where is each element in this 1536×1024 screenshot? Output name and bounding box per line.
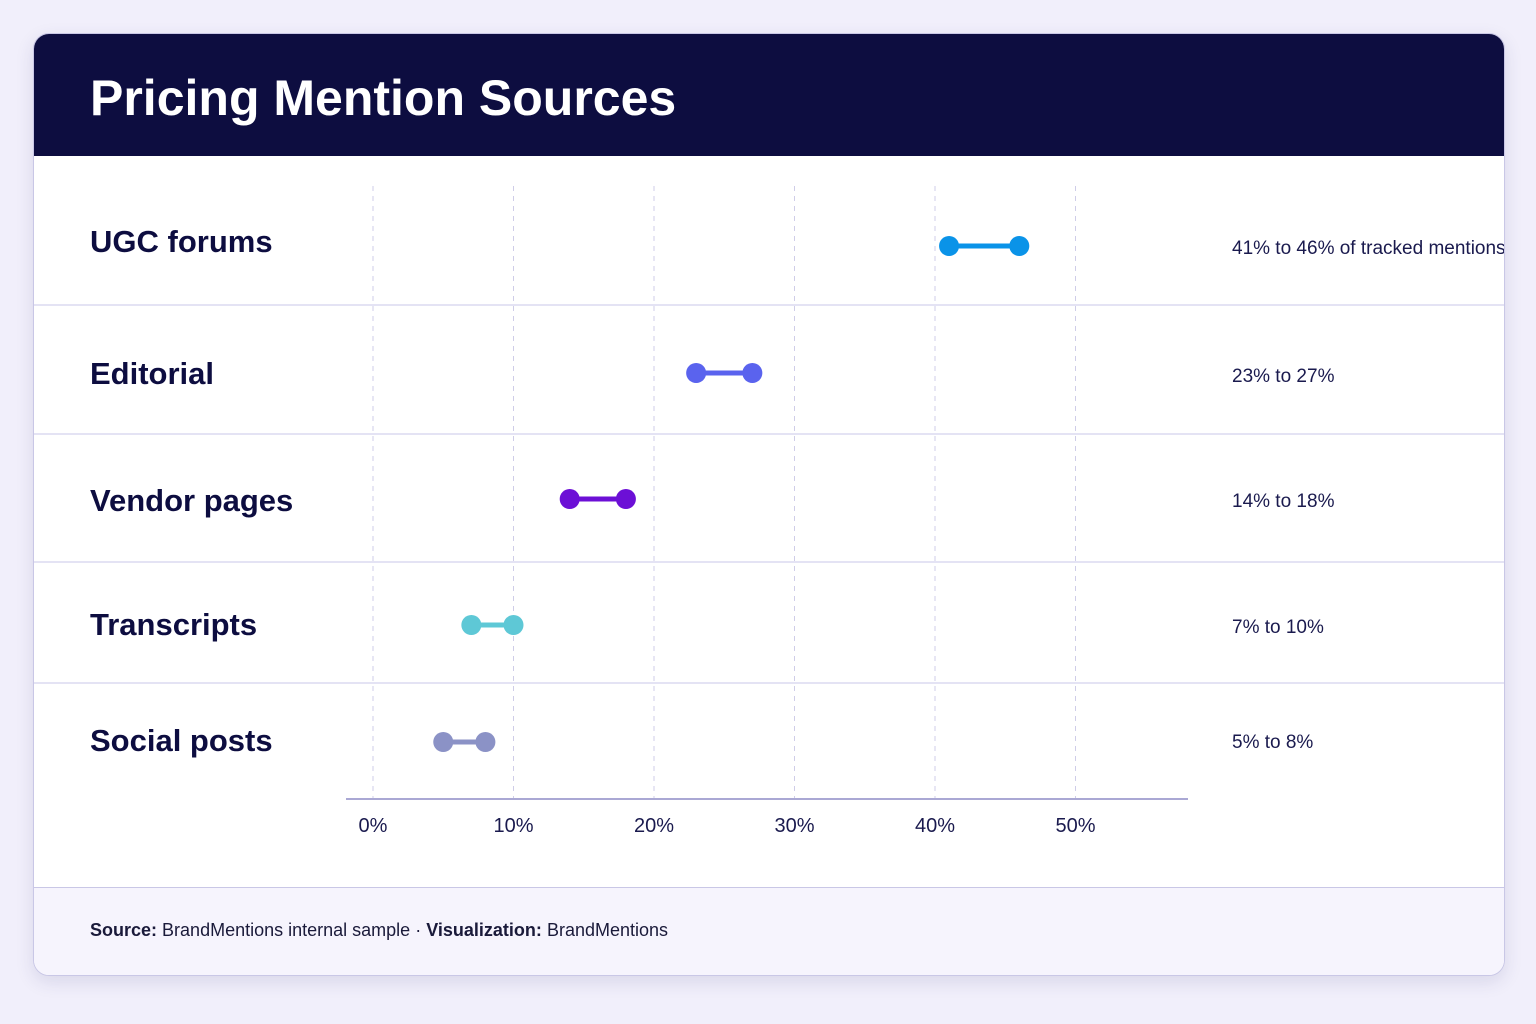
row-label: Editorial bbox=[90, 356, 215, 391]
visualization-value: BrandMentions bbox=[546, 920, 669, 940]
row-label: Transcripts bbox=[90, 607, 258, 642]
separator: · bbox=[415, 920, 422, 940]
footer: Source: BrandMentions internal sample · … bbox=[34, 887, 1504, 975]
range-high-dot bbox=[615, 489, 636, 509]
range-label: 14% to 18% bbox=[1232, 491, 1335, 512]
range-high-dot bbox=[1009, 236, 1030, 256]
header-bar: Pricing Mention Sources bbox=[34, 34, 1504, 156]
row-label: Social posts bbox=[90, 723, 273, 758]
footer-credits: Source: BrandMentions internal sample · … bbox=[90, 920, 668, 941]
x-tick-label: 10% bbox=[493, 815, 533, 837]
x-tick-label: 40% bbox=[915, 815, 955, 837]
range-chart: 0% 10% 20% 30% 40% 50% bbox=[34, 186, 1504, 837]
source-label: Source: bbox=[90, 920, 158, 940]
range-label: 23% to 27% bbox=[1232, 366, 1335, 387]
row-label: UGC forums bbox=[90, 224, 273, 259]
range-high-dot bbox=[503, 615, 524, 635]
range-label: 7% to 10% bbox=[1232, 617, 1324, 638]
x-tick-label: 0% bbox=[359, 815, 388, 837]
range-low-dot bbox=[461, 615, 482, 635]
x-tick-label: 30% bbox=[774, 815, 814, 837]
row-label: Vendor pages bbox=[90, 483, 294, 518]
chart-title: Pricing Mention Sources bbox=[90, 70, 677, 126]
range-high-dot bbox=[475, 732, 496, 752]
range-low-dot bbox=[686, 363, 707, 383]
range-label: 5% to 8% bbox=[1232, 732, 1314, 753]
x-tick-label: 20% bbox=[634, 815, 674, 837]
range-low-dot bbox=[939, 236, 960, 256]
chart-card: Pricing Mention Sources 0% 10% 20% 30% 40% 50… bbox=[33, 33, 1505, 976]
x-tick-label: 50% bbox=[1055, 815, 1095, 837]
source-value: BrandMentions internal sample bbox=[162, 920, 411, 940]
range-label: 41% to 46% of tracked mentions bbox=[1232, 238, 1505, 259]
range-low-dot bbox=[433, 732, 454, 752]
plot-area: 0% 10% 20% 30% 40% 50% UGC forums 41% to 46% … bbox=[34, 156, 1504, 887]
visualization-label: Visualization: bbox=[426, 920, 542, 940]
range-low-dot bbox=[559, 489, 580, 509]
range-high-dot bbox=[742, 363, 763, 383]
